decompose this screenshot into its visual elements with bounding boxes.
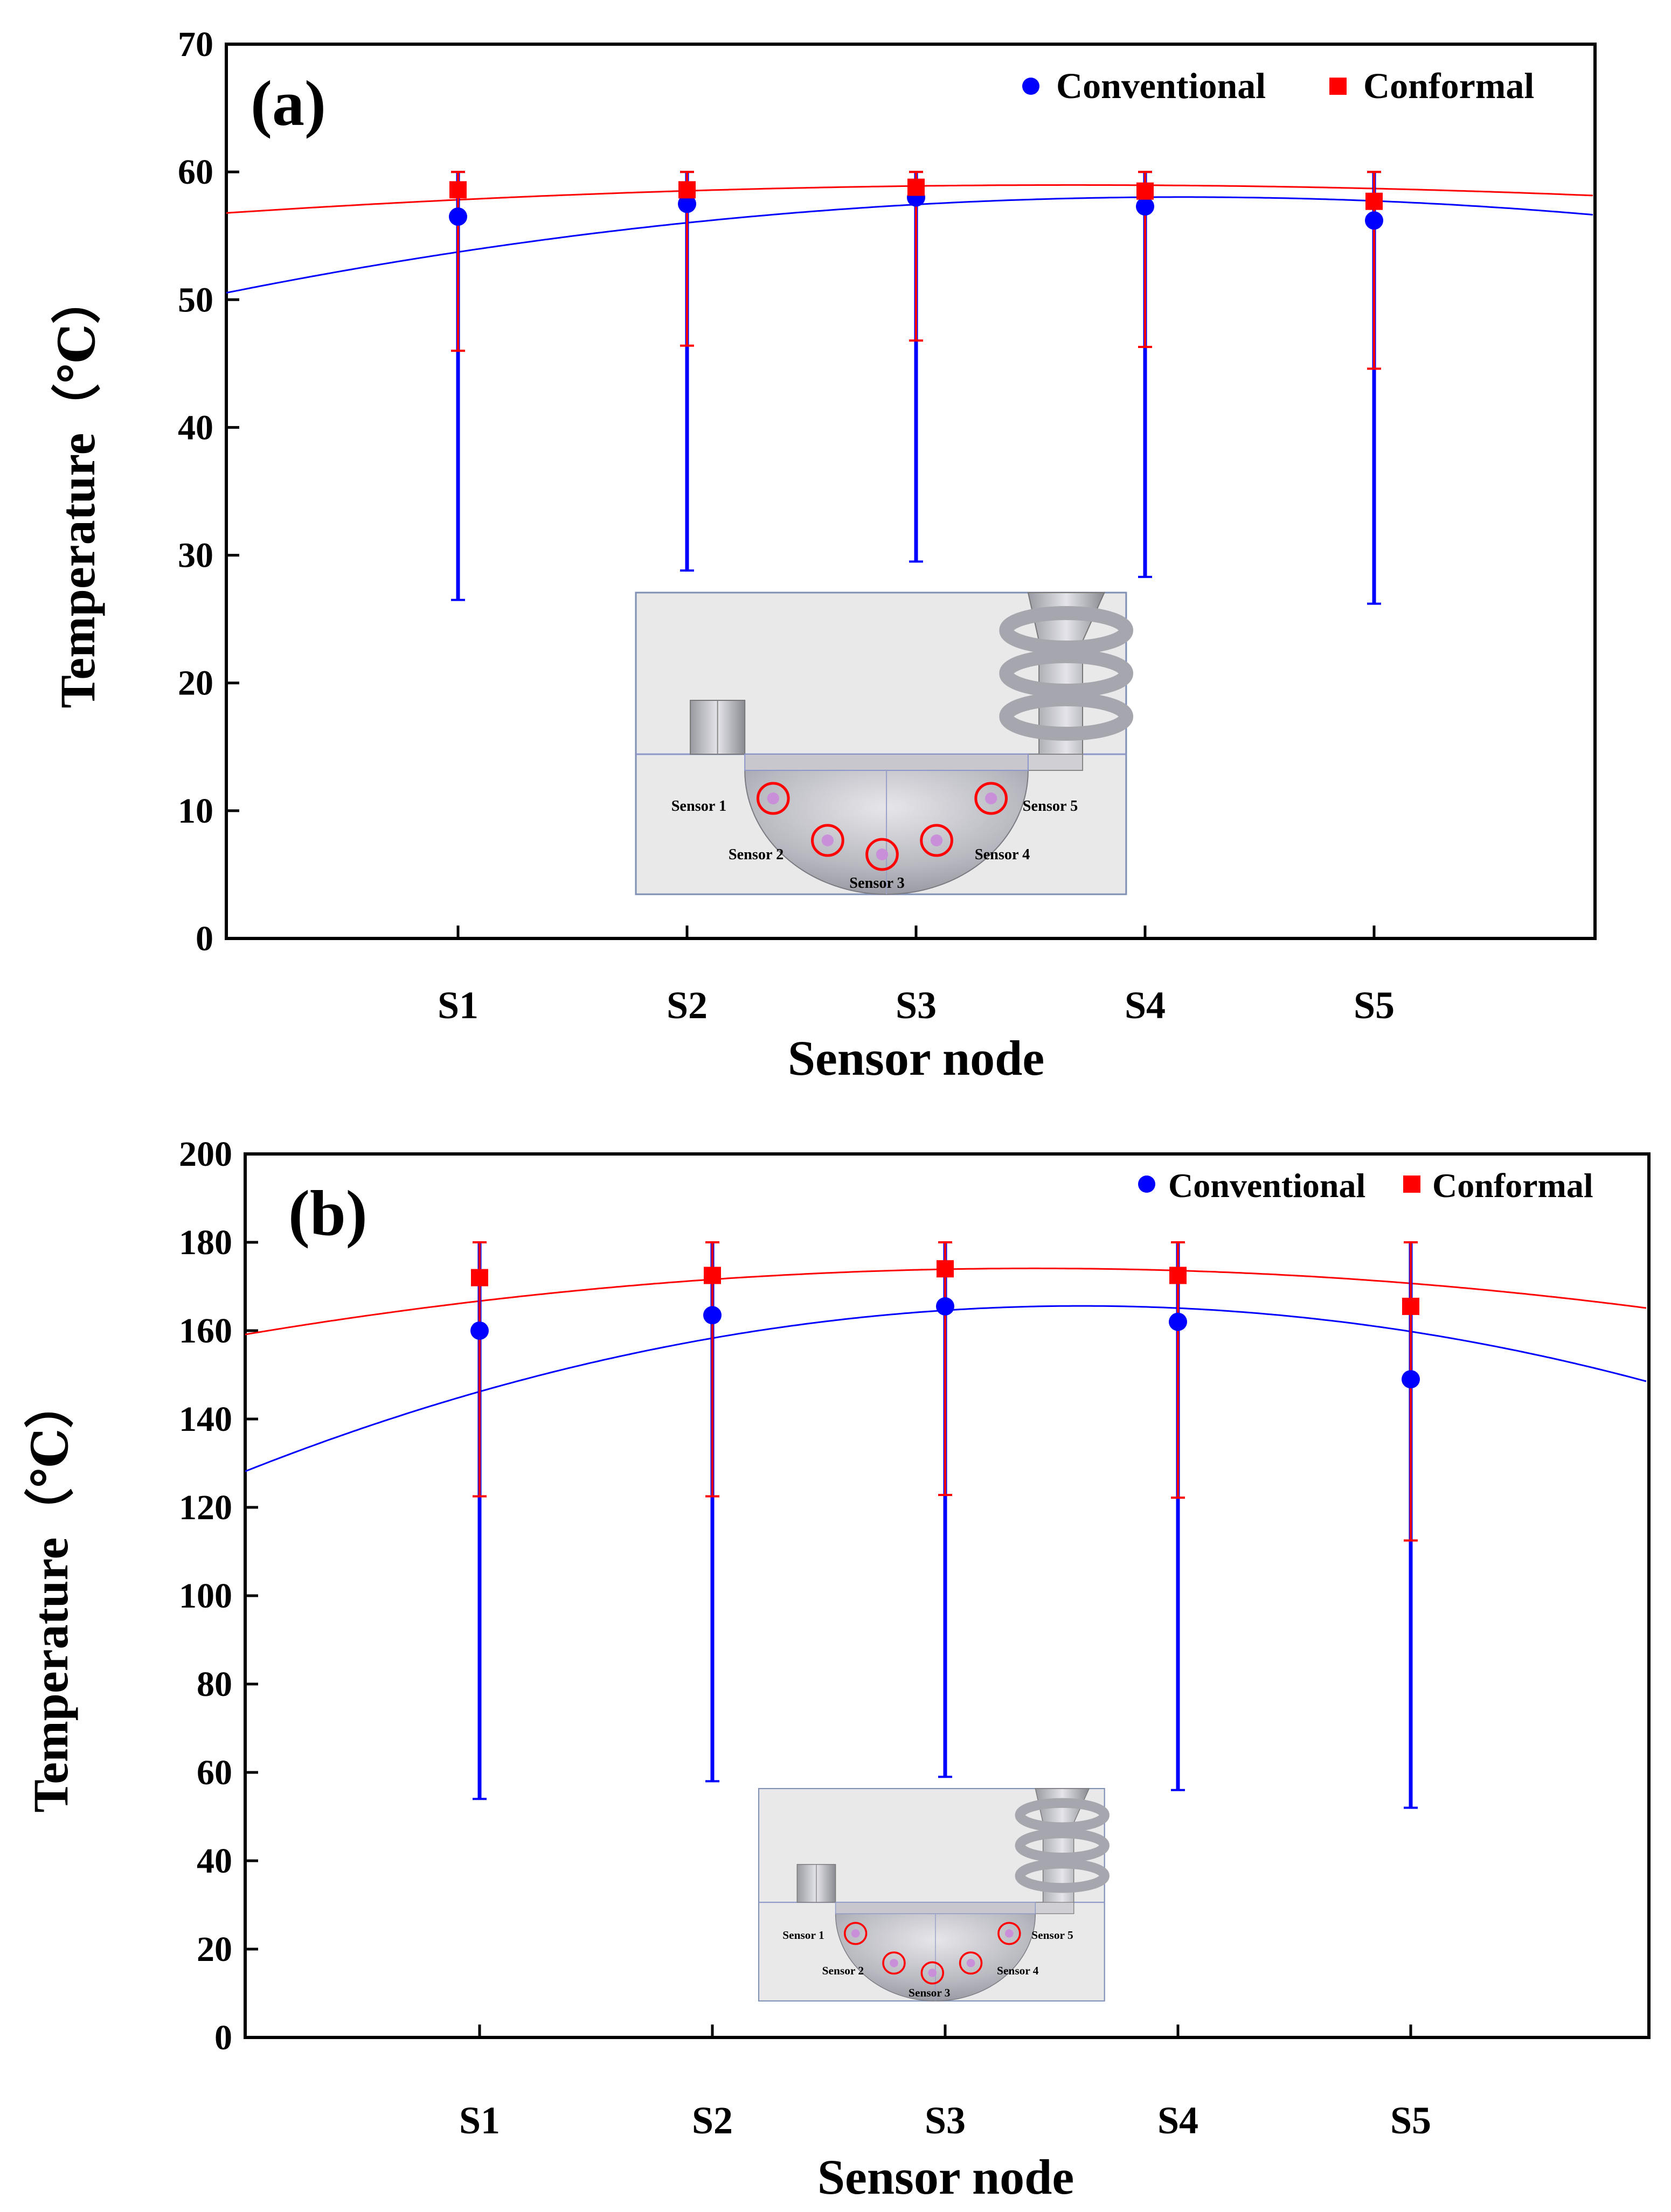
point-conformal: [1365, 192, 1383, 210]
panel-label: (a): [251, 67, 326, 139]
point-conventional: [1402, 1370, 1420, 1389]
point-conformal: [1169, 1267, 1187, 1284]
point-conventional: [1136, 197, 1154, 216]
y-tick-label: 0: [214, 2018, 232, 2057]
inset-sensor-5-label: Sensor 5: [1023, 798, 1078, 815]
inset-sensor-3-label: Sensor 3: [909, 1986, 950, 1999]
y-tick-label: 10: [178, 791, 213, 831]
panel-label: (b): [288, 1177, 368, 1249]
legend-conformal-label: Conformal: [1432, 1166, 1593, 1205]
x-tick-label: S2: [692, 2099, 733, 2142]
point-conformal: [1402, 1297, 1419, 1315]
x-tick-label: S3: [925, 2099, 966, 2142]
inset-sensor-4-label: Sensor 4: [975, 846, 1030, 863]
x-tick-label: S3: [896, 984, 937, 1027]
x-axis-label: Sensor node: [817, 2150, 1074, 2204]
legend: Conventional Conformal: [1022, 65, 1534, 106]
point-conventional: [449, 207, 467, 226]
inset-image: Sensor 1 Sensor 2 Sensor 3 Sensor 4 Sens…: [636, 593, 1126, 894]
y-tick-label: 160: [179, 1311, 232, 1351]
inset-sensor-3-label: Sensor 3: [849, 875, 904, 892]
y-tick-label: 60: [197, 1753, 232, 1792]
y-tick-label: 120: [179, 1488, 232, 1527]
y-tick-label: 100: [179, 1576, 232, 1616]
fit-curve-conventional: [226, 196, 1593, 294]
inset-image: Sensor 1 Sensor 2 Sensor 3 Sensor 4 Sens…: [759, 1789, 1105, 2001]
point-conformal: [678, 181, 696, 199]
y-tick-label: 40: [197, 1841, 232, 1881]
legend-conformal-marker: [1329, 78, 1347, 95]
plot-frame: [225, 43, 1597, 940]
legend-conventional-label: Conventional: [1168, 1166, 1365, 1205]
y-tick-label: 80: [197, 1665, 232, 1704]
inset-sensor-1-label: Sensor 1: [671, 798, 726, 815]
x-tick-label: S2: [667, 984, 708, 1027]
point-conformal: [704, 1267, 721, 1284]
point-conventional: [1365, 211, 1383, 230]
point-conventional: [678, 194, 696, 213]
y-tick-label: 0: [196, 919, 213, 958]
panel-b: Sensor 1 Sensor 2 Sensor 3 Sensor 4 Sens…: [23, 1135, 1651, 2204]
inset-sensor-2-label: Sensor 2: [822, 1964, 864, 1977]
point-conformal: [449, 181, 467, 199]
y-tick-label: 60: [178, 152, 213, 192]
y-tick-label: 140: [179, 1400, 232, 1439]
y-axis-label: Temperature（℃）: [50, 274, 105, 708]
x-tick-label: S5: [1354, 984, 1395, 1027]
point-conventional: [703, 1306, 722, 1325]
point-conformal: [907, 178, 925, 196]
legend-conventional-label: Conventional: [1056, 65, 1266, 106]
inset-sensor-1-label: Sensor 1: [782, 1929, 824, 1942]
y-tick-label: 50: [178, 280, 213, 319]
point-conventional: [1169, 1312, 1187, 1331]
y-tick-label: 20: [197, 1930, 232, 1969]
x-tick-label: S5: [1390, 2099, 1431, 2142]
y-tick-label: 20: [178, 664, 213, 703]
point-conventional: [470, 1321, 489, 1340]
point-conformal: [937, 1260, 954, 1278]
x-tick-label: S4: [1125, 984, 1166, 1027]
inset-sensor-5-label: Sensor 5: [1031, 1929, 1073, 1942]
y-tick-label: 40: [178, 408, 213, 447]
y-tick-label: 180: [179, 1223, 232, 1262]
y-tick-label: 30: [178, 536, 213, 575]
y-axis-label: Temperature（℃）: [23, 1379, 78, 1812]
inset-sensor-2-label: Sensor 2: [729, 846, 784, 863]
legend-conformal-marker: [1403, 1175, 1420, 1193]
legend: Conventional Conformal: [1138, 1166, 1593, 1205]
point-conformal: [1136, 182, 1154, 200]
x-tick-label: S4: [1157, 2099, 1198, 2142]
x-tick-label: S1: [438, 984, 479, 1027]
legend-conventional-marker: [1022, 78, 1039, 95]
x-tick-label: S1: [459, 2099, 500, 2142]
point-conformal: [471, 1269, 488, 1286]
inset-sensor-4-label: Sensor 4: [997, 1964, 1039, 1977]
y-tick-label: 70: [178, 25, 213, 64]
point-conventional: [936, 1297, 954, 1316]
legend-conventional-marker: [1138, 1175, 1155, 1193]
panel-a: Sensor 1 Sensor 2 Sensor 3 Sensor 4 Sens…: [50, 25, 1597, 1086]
legend-conformal-label: Conformal: [1363, 65, 1534, 106]
y-tick-label: 200: [179, 1135, 232, 1174]
x-axis-label: Sensor node: [788, 1031, 1044, 1086]
